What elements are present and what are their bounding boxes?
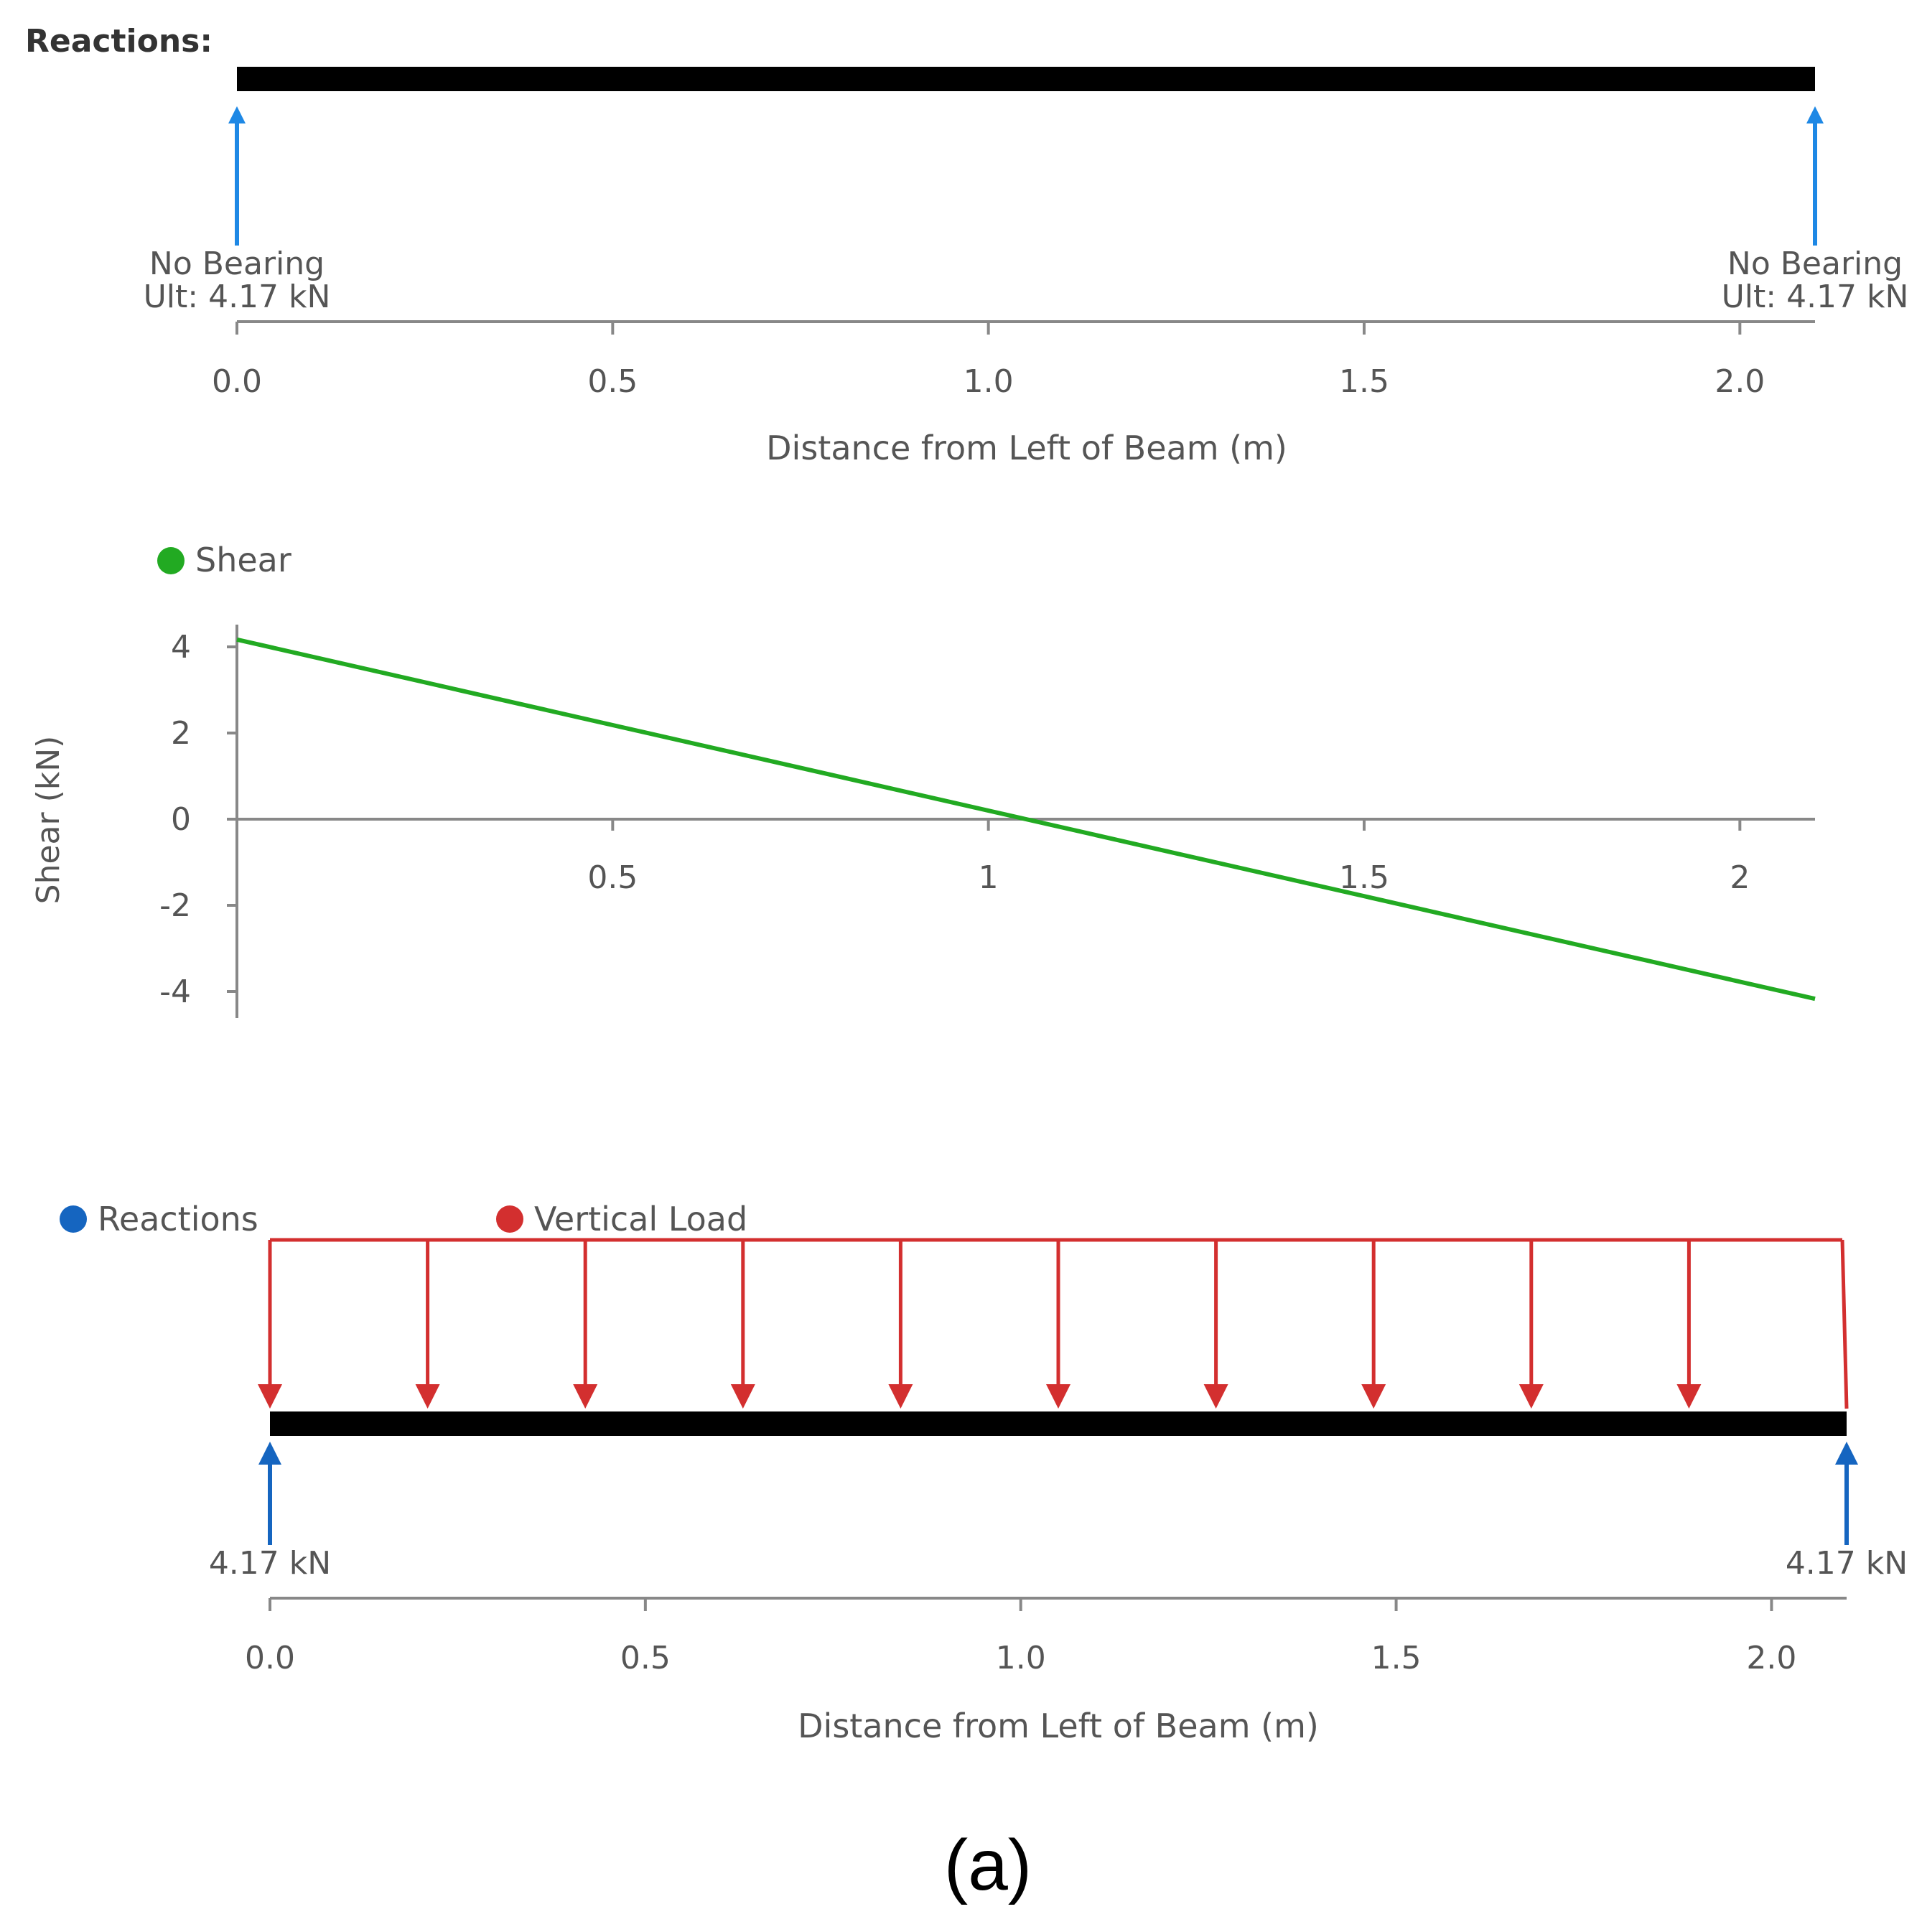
- x-axis-title-top: Distance from Left of Beam (m): [766, 429, 1287, 467]
- x-tick-label: 0.5: [587, 363, 638, 400]
- reaction-right-label: 4.17 kN: [1786, 1545, 1908, 1582]
- y-tick-label: -4: [159, 974, 191, 1010]
- x-tick-label: 0.0: [245, 1640, 295, 1676]
- load-arrowhead: [1046, 1384, 1070, 1409]
- y-tick-label: 4: [171, 629, 191, 666]
- load-arrowhead: [258, 1384, 282, 1409]
- uniform-load: [258, 1238, 1849, 1409]
- x-tick-label: 0.5: [587, 859, 638, 896]
- y-tick-label: 2: [171, 715, 191, 752]
- x-axis-bottom: 0.0 0.5 1.0 1.5 2.0: [245, 1597, 1847, 1676]
- x-tick-label: 2: [1730, 859, 1750, 896]
- shear-series: [236, 637, 1816, 1002]
- load-arrowhead: [573, 1384, 598, 1409]
- legend-reactions: Reactions: [60, 1200, 258, 1238]
- legend-vertical-load-label: Vertical Load: [534, 1200, 747, 1238]
- x-tick-label: 2.0: [1746, 1640, 1796, 1676]
- reaction-arrowhead-right: [1835, 1442, 1858, 1465]
- load-end-line: [1840, 1239, 1849, 1409]
- loads-panel: Reactions Vertical Load 4.17 kN 4.17 kN …: [60, 1200, 1908, 1745]
- support-right-line2: Ult: 4.17 kN: [1722, 279, 1909, 315]
- figure-caption: (a): [944, 1825, 1032, 1905]
- reaction-arrowhead-left: [258, 1442, 281, 1465]
- x-tick-label: 0.0: [212, 363, 262, 400]
- support-left: No Bearing Ult: 4.17 kN: [144, 106, 331, 315]
- reaction-right: 4.17 kN: [1786, 1442, 1908, 1582]
- load-arrowhead: [1676, 1384, 1702, 1409]
- support-right: No Bearing Ult: 4.17 kN: [1722, 106, 1909, 315]
- x-tick-label: 1.0: [964, 363, 1014, 400]
- support-left-line1: No Bearing: [149, 246, 325, 282]
- reactions-heading: Reactions:: [25, 23, 213, 60]
- legend-reactions-label: Reactions: [98, 1200, 258, 1238]
- shear-panel: Shear Shear (kN) 4 2 0 -2 -4 0.5 1 1.5 2: [30, 541, 1816, 1018]
- legend-shear-label: Shear: [195, 541, 291, 579]
- beam-bottom: [270, 1411, 1847, 1436]
- y-tick-label: 0: [171, 801, 191, 838]
- x-tick-label: 1.0: [996, 1640, 1046, 1676]
- load-arrowhead: [415, 1384, 440, 1409]
- x-tick-label: 1.5: [1339, 859, 1389, 896]
- load-arrowhead: [1519, 1384, 1544, 1409]
- reaction-left: 4.17 kN: [209, 1442, 331, 1582]
- x-tick-label: 0.5: [620, 1640, 671, 1676]
- load-arrowhead: [730, 1384, 755, 1409]
- shear-x-ticks: 0.5 1 1.5 2: [587, 819, 1750, 896]
- support-right-line1: No Bearing: [1727, 246, 1903, 282]
- load-arrowhead: [1361, 1384, 1386, 1409]
- x-tick-label: 2.0: [1715, 363, 1765, 400]
- x-tick-label: 1.5: [1339, 363, 1389, 400]
- reaction-left-label: 4.17 kN: [209, 1545, 331, 1582]
- y-axis-title-shear: Shear (kN): [30, 736, 67, 905]
- y-tick-label: -2: [159, 887, 191, 924]
- support-left-line2: Ult: 4.17 kN: [144, 279, 331, 315]
- load-arrowhead: [1203, 1384, 1228, 1409]
- legend-shear-dot: [157, 547, 185, 574]
- load-arrowhead: [888, 1384, 913, 1409]
- legend-vertical-load: Vertical Load: [496, 1200, 747, 1238]
- legend-vertical-load-dot: [496, 1205, 523, 1233]
- legend-reactions-dot: [60, 1205, 87, 1233]
- reactions-panel: Reactions: No Bearing Ult: 4.17 kN No Be…: [25, 23, 1908, 467]
- shear-line: [236, 637, 1816, 1002]
- beam-top: [237, 67, 1815, 91]
- x-axis-top: 0.0 0.5 1.0 1.5 2.0: [212, 320, 1815, 400]
- x-axis-title-bottom: Distance from Left of Beam (m): [798, 1707, 1319, 1745]
- shear-y-ticks: 4 2 0 -2 -4: [159, 629, 237, 1010]
- legend-shear: Shear: [157, 541, 291, 579]
- x-tick-label: 1: [979, 859, 999, 896]
- x-tick-label: 1.5: [1371, 1640, 1422, 1676]
